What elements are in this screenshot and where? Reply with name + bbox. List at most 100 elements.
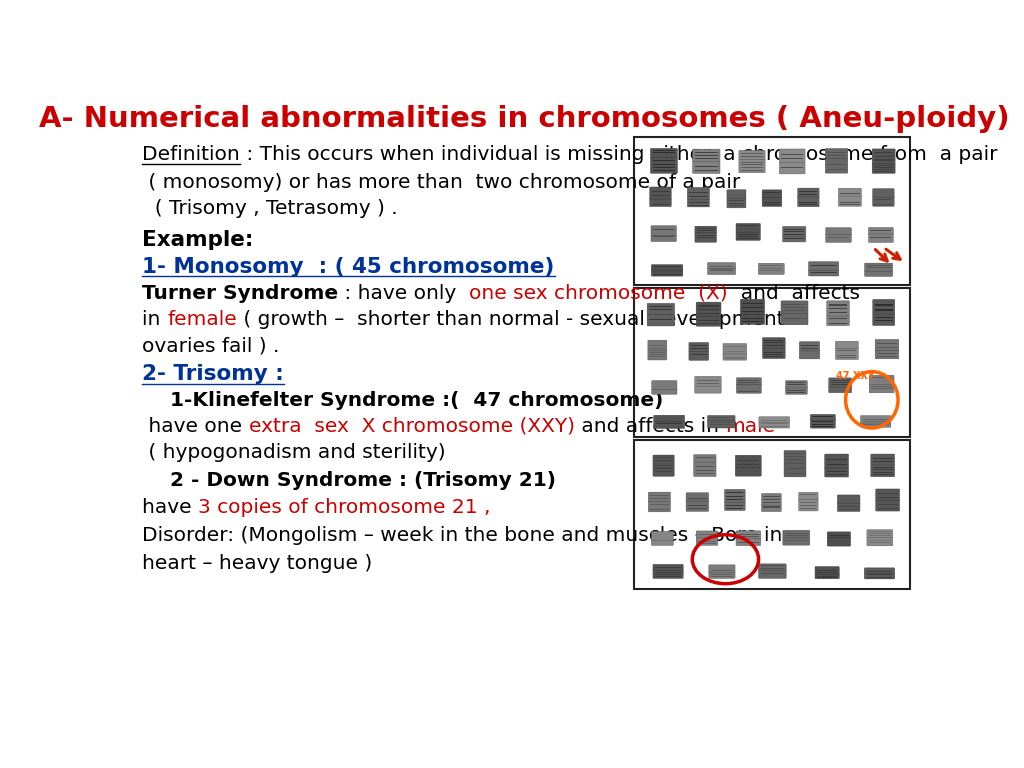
FancyBboxPatch shape: [687, 199, 710, 207]
FancyBboxPatch shape: [651, 226, 676, 236]
FancyBboxPatch shape: [825, 233, 851, 242]
FancyBboxPatch shape: [785, 387, 807, 394]
Bar: [827, 155, 846, 156]
Bar: [698, 309, 719, 310]
Bar: [838, 350, 856, 351]
Bar: [694, 166, 718, 167]
FancyBboxPatch shape: [785, 381, 807, 388]
FancyBboxPatch shape: [709, 571, 735, 578]
FancyBboxPatch shape: [827, 532, 851, 538]
FancyBboxPatch shape: [759, 422, 790, 428]
FancyBboxPatch shape: [870, 465, 895, 477]
FancyBboxPatch shape: [872, 300, 895, 314]
FancyBboxPatch shape: [809, 262, 839, 270]
Bar: [634, 137, 910, 285]
FancyBboxPatch shape: [653, 564, 683, 571]
Bar: [741, 164, 763, 165]
FancyBboxPatch shape: [784, 451, 806, 463]
Bar: [801, 505, 816, 506]
Text: heart – heavy tongue ): heart – heavy tongue ): [142, 554, 373, 573]
Bar: [764, 340, 783, 341]
Bar: [741, 161, 763, 163]
Bar: [874, 317, 893, 318]
FancyBboxPatch shape: [759, 570, 786, 578]
FancyBboxPatch shape: [839, 196, 861, 207]
Bar: [689, 196, 708, 197]
Text: Example:: Example:: [142, 230, 254, 250]
FancyBboxPatch shape: [781, 301, 808, 313]
Bar: [783, 318, 806, 319]
FancyBboxPatch shape: [810, 415, 836, 420]
Bar: [649, 345, 666, 346]
FancyBboxPatch shape: [736, 538, 761, 545]
Bar: [695, 473, 714, 474]
FancyBboxPatch shape: [800, 342, 819, 351]
Text: ( monosomy) or has more than  two chromosome of a pair: ( monosomy) or has more than two chromos…: [142, 173, 740, 191]
FancyBboxPatch shape: [689, 351, 709, 360]
Bar: [785, 453, 804, 454]
FancyBboxPatch shape: [735, 467, 761, 476]
FancyBboxPatch shape: [838, 503, 860, 511]
Text: and  affects: and affects: [728, 283, 860, 303]
Bar: [649, 309, 673, 310]
FancyBboxPatch shape: [784, 463, 806, 477]
Bar: [725, 351, 744, 352]
Bar: [654, 462, 673, 464]
FancyBboxPatch shape: [800, 350, 819, 359]
FancyBboxPatch shape: [694, 462, 716, 476]
FancyBboxPatch shape: [826, 301, 849, 316]
Text: have one: have one: [142, 417, 249, 435]
FancyBboxPatch shape: [782, 227, 806, 237]
FancyBboxPatch shape: [870, 454, 895, 465]
FancyBboxPatch shape: [809, 270, 839, 276]
Text: 47 XXY: 47 XXY: [836, 371, 874, 381]
Text: 2 - Down Syndrome : (Trisomy 21): 2 - Down Syndrome : (Trisomy 21): [142, 472, 556, 490]
Bar: [784, 229, 804, 230]
FancyBboxPatch shape: [781, 313, 808, 325]
FancyBboxPatch shape: [876, 350, 899, 359]
FancyBboxPatch shape: [826, 316, 849, 326]
FancyBboxPatch shape: [868, 227, 893, 234]
Text: have: have: [142, 498, 199, 518]
FancyBboxPatch shape: [872, 189, 894, 197]
Text: in: in: [142, 310, 167, 329]
FancyBboxPatch shape: [864, 263, 893, 271]
FancyBboxPatch shape: [651, 235, 676, 241]
Bar: [783, 310, 806, 311]
FancyBboxPatch shape: [647, 314, 675, 326]
FancyBboxPatch shape: [686, 501, 709, 511]
FancyBboxPatch shape: [867, 537, 893, 546]
FancyBboxPatch shape: [779, 162, 805, 174]
FancyBboxPatch shape: [736, 223, 761, 232]
FancyBboxPatch shape: [872, 197, 894, 207]
FancyBboxPatch shape: [692, 161, 720, 174]
Bar: [785, 473, 804, 474]
Bar: [689, 192, 708, 193]
FancyBboxPatch shape: [827, 537, 851, 546]
FancyBboxPatch shape: [867, 530, 893, 538]
FancyBboxPatch shape: [783, 531, 810, 538]
FancyBboxPatch shape: [689, 343, 709, 351]
FancyBboxPatch shape: [725, 489, 745, 502]
FancyBboxPatch shape: [651, 531, 674, 541]
Text: Turner Syndrome: Turner Syndrome: [142, 283, 338, 303]
Text: extra  sex  X chromosome (XXY): extra sex X chromosome (XXY): [249, 417, 574, 435]
Text: Disorder: (Mongolism – week in the bone and muscles – Bore in: Disorder: (Mongolism – week in the bone …: [142, 526, 782, 545]
FancyBboxPatch shape: [647, 303, 675, 315]
FancyBboxPatch shape: [762, 505, 781, 511]
FancyBboxPatch shape: [869, 376, 894, 384]
Text: Definition: Definition: [142, 144, 240, 164]
Text: and affects in: and affects in: [574, 417, 725, 435]
Bar: [649, 312, 673, 313]
FancyBboxPatch shape: [825, 227, 851, 234]
FancyBboxPatch shape: [694, 376, 721, 386]
FancyBboxPatch shape: [864, 573, 895, 579]
FancyBboxPatch shape: [876, 500, 899, 511]
Bar: [785, 468, 804, 469]
FancyBboxPatch shape: [686, 493, 709, 501]
FancyBboxPatch shape: [653, 570, 683, 578]
FancyBboxPatch shape: [696, 302, 721, 316]
FancyBboxPatch shape: [763, 338, 785, 348]
FancyBboxPatch shape: [649, 187, 671, 199]
Bar: [695, 470, 714, 471]
